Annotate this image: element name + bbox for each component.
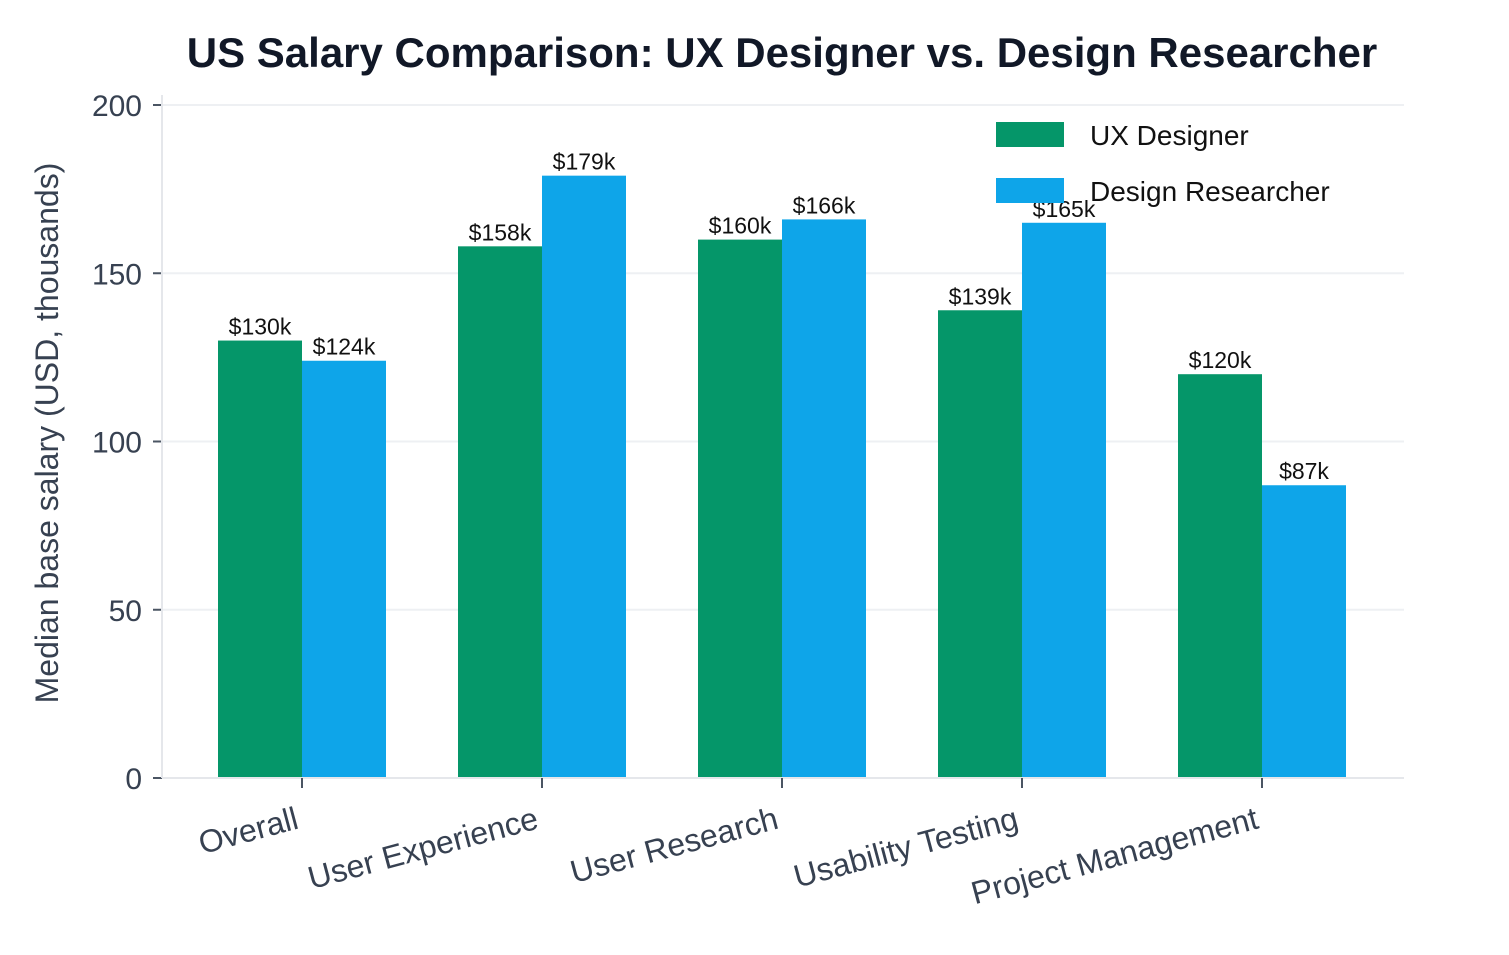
y-tick-label: 0 — [125, 763, 142, 796]
legend-label: UX Designer — [1090, 120, 1249, 151]
chart-title: US Salary Comparison: UX Designer vs. De… — [187, 29, 1377, 76]
bar-design-researcher-2 — [782, 219, 866, 778]
y-tick-label: 100 — [92, 427, 142, 460]
bar-design-researcher-4 — [1262, 485, 1346, 778]
x-tick-label: User Experience — [304, 800, 542, 896]
y-tick-label: 50 — [109, 595, 142, 628]
bar-design-researcher-3 — [1022, 222, 1106, 778]
bar-value-label: $158k — [469, 219, 532, 245]
x-tick-label: Overall — [195, 800, 302, 861]
x-tick-label: User Research — [566, 800, 781, 890]
bar-ux-designer-2 — [698, 239, 782, 779]
bar-design-researcher-1 — [542, 175, 626, 779]
bar-value-label: $87k — [1279, 458, 1329, 484]
y-axis-label: Median base salary (USD, thousands) — [29, 163, 65, 704]
bar-ux-designer-4 — [1178, 374, 1262, 778]
bars — [218, 175, 1346, 779]
bar-labels: $130k$124k$158k$179k$160k$166k$139k$165k… — [229, 149, 1330, 485]
bar-value-label: $124k — [313, 334, 376, 360]
bar-ux-designer-0 — [218, 340, 302, 778]
y-tick-label: 200 — [92, 90, 142, 123]
bar-design-researcher-0 — [302, 360, 386, 778]
bar-value-label: $120k — [1189, 347, 1252, 373]
legend-label: Design Researcher — [1090, 176, 1330, 207]
bar-value-label: $160k — [709, 213, 772, 239]
bar-value-label: $166k — [793, 192, 856, 218]
legend-swatch — [996, 122, 1064, 147]
legend: UX Designer Design Researcher — [996, 120, 1330, 207]
y-tick-label: 150 — [92, 258, 142, 291]
bar-value-label: $130k — [229, 314, 292, 340]
legend-swatch — [996, 178, 1064, 203]
bar-ux-designer-1 — [458, 246, 542, 778]
bar-value-label: $139k — [949, 283, 1012, 309]
bar-value-label: $179k — [553, 149, 616, 175]
bar-ux-designer-3 — [938, 310, 1022, 778]
axes — [153, 95, 1404, 788]
